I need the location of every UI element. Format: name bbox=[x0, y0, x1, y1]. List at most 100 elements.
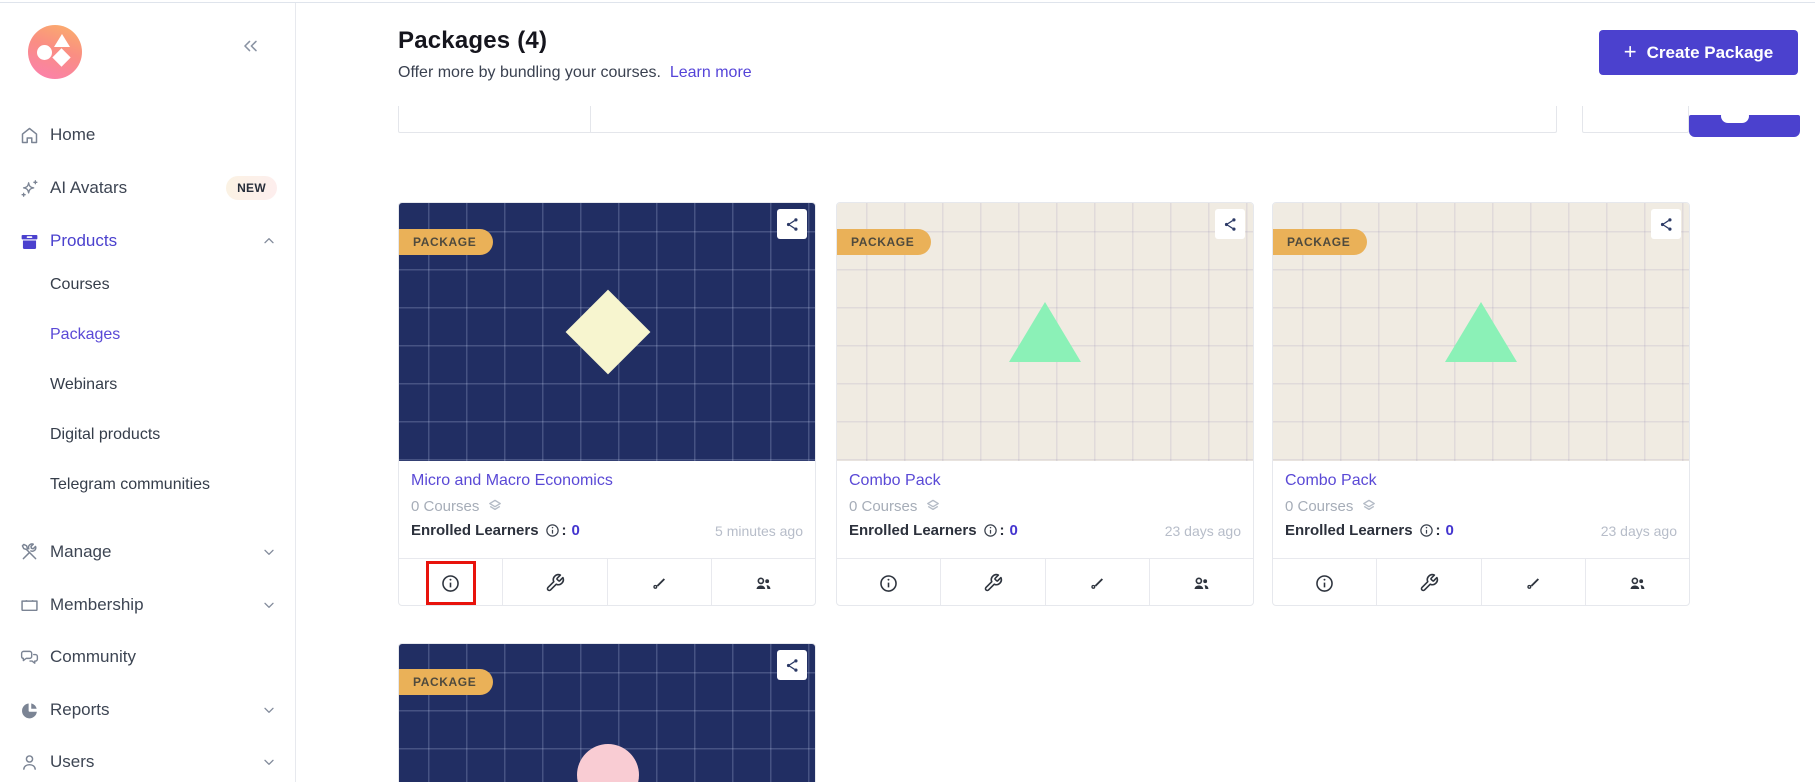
green-triangle-shape bbox=[1009, 302, 1081, 362]
package-thumbnail[interactable]: PACKAGE bbox=[399, 644, 815, 782]
chevron-down-icon bbox=[261, 754, 277, 770]
toolbar-button-notch bbox=[1721, 109, 1749, 123]
info-action-button[interactable] bbox=[1273, 559, 1378, 605]
layers-icon bbox=[1360, 497, 1378, 515]
courses-count: 0 Courses bbox=[1285, 497, 1354, 515]
card-info: Combo Pack 0 Courses Enrolled Learners :… bbox=[837, 461, 1253, 558]
sidebar-subitem-telegram-communities[interactable]: Telegram communities bbox=[0, 463, 295, 507]
edit-action-button[interactable] bbox=[1482, 559, 1586, 605]
membership-card-icon bbox=[18, 594, 40, 616]
configure-action-button[interactable] bbox=[503, 559, 608, 605]
toolbar-partial-search-filter[interactable] bbox=[398, 106, 1557, 133]
timestamp: 5 minutes ago bbox=[715, 522, 803, 539]
learners-action-button[interactable] bbox=[1586, 559, 1689, 605]
yellow-diamond-shape bbox=[565, 289, 651, 375]
configure-action-button[interactable] bbox=[941, 559, 1046, 605]
tools-icon bbox=[18, 541, 40, 563]
sidebar-item-label: Community bbox=[50, 647, 136, 666]
package-card: PACKAGE Combo Pack 0 Courses Enrolled Le… bbox=[836, 202, 1254, 606]
info-action-button[interactable] bbox=[399, 559, 504, 605]
learners-action-button[interactable] bbox=[712, 559, 815, 605]
new-badge: NEW bbox=[226, 176, 277, 200]
package-thumbnail[interactable]: PACKAGE bbox=[399, 203, 815, 461]
share-button[interactable] bbox=[1651, 209, 1681, 239]
package-title-link[interactable]: Combo Pack bbox=[849, 472, 941, 489]
info-action-button[interactable] bbox=[837, 559, 942, 605]
colon: : bbox=[561, 522, 567, 539]
sidebar-item-community[interactable]: Community bbox=[0, 635, 295, 679]
sidebar-item-label: Home bbox=[50, 125, 96, 144]
sidebar-subitem-label: Packages bbox=[50, 326, 121, 343]
card-actions bbox=[1273, 558, 1689, 605]
courses-row: 0 Courses bbox=[849, 497, 1241, 515]
package-card: PACKAGE Micro and Macro Economics 0 Cour… bbox=[398, 202, 816, 606]
sidebar-collapse-icon[interactable] bbox=[237, 33, 263, 59]
subtitle-text: Offer more by bundling your courses. bbox=[398, 64, 661, 81]
sidebar-subitem-digital-products[interactable]: Digital products bbox=[0, 413, 295, 457]
share-button[interactable] bbox=[777, 209, 807, 239]
sidebar-item-membership[interactable]: Membership bbox=[0, 583, 295, 627]
package-badge: PACKAGE bbox=[837, 229, 932, 255]
sidebar-item-products[interactable]: Products bbox=[0, 219, 295, 263]
sidebar-subitem-label: Webinars bbox=[50, 376, 118, 393]
sidebar: Home AI Avatars NEW Products Courses Pac… bbox=[0, 3, 296, 782]
page-title: Packages (4) bbox=[398, 27, 548, 54]
chevron-down-icon bbox=[261, 597, 277, 613]
sidebar-item-label: Users bbox=[50, 752, 95, 771]
package-badge: PACKAGE bbox=[399, 229, 494, 255]
page-subtitle: Offer more by bundling your courses. Lea… bbox=[398, 64, 752, 82]
sidebar-item-users[interactable]: Users bbox=[0, 740, 295, 782]
toolbar-divider bbox=[590, 106, 591, 132]
sparkles-icon bbox=[18, 177, 40, 199]
create-package-button[interactable]: + Create Package bbox=[1599, 30, 1798, 75]
sidebar-subitem-label: Courses bbox=[50, 276, 110, 293]
share-button[interactable] bbox=[1215, 209, 1245, 239]
sidebar-subitem-webinars[interactable]: Webinars bbox=[0, 363, 295, 407]
package-title-link[interactable]: Micro and Macro Economics bbox=[411, 472, 613, 489]
edit-action-button[interactable] bbox=[608, 559, 712, 605]
sidebar-subitem-packages[interactable]: Packages bbox=[0, 313, 295, 357]
main-content: Packages (4) Offer more by bundling your… bbox=[297, 3, 1815, 782]
configure-action-button[interactable] bbox=[1377, 559, 1482, 605]
colon: : bbox=[1435, 522, 1441, 539]
info-circle-icon[interactable] bbox=[983, 523, 998, 538]
brand-logo[interactable] bbox=[28, 25, 82, 79]
package-card: PACKAGE Combo Pack 0 Courses Enrolled Le… bbox=[1272, 202, 1690, 606]
toolbar-partial-view-box[interactable] bbox=[1582, 106, 1689, 133]
sidebar-item-label: Membership bbox=[50, 595, 144, 614]
sidebar-subitem-courses[interactable]: Courses bbox=[0, 263, 295, 307]
enrolled-label: Enrolled Learners bbox=[849, 522, 977, 539]
layers-icon bbox=[486, 497, 504, 515]
enrolled-label: Enrolled Learners bbox=[1285, 522, 1413, 539]
sidebar-item-manage[interactable]: Manage bbox=[0, 530, 295, 574]
card-info: Combo Pack 0 Courses Enrolled Learners :… bbox=[1273, 461, 1689, 558]
package-thumbnail[interactable]: PACKAGE bbox=[1273, 203, 1689, 461]
enrolled-row: Enrolled Learners : 0 23 days ago bbox=[1285, 522, 1677, 539]
sidebar-item-ai-avatars[interactable]: AI Avatars NEW bbox=[0, 166, 295, 210]
sidebar-item-reports[interactable]: Reports bbox=[0, 688, 295, 732]
edit-action-button[interactable] bbox=[1046, 559, 1150, 605]
info-circle-icon[interactable] bbox=[545, 523, 560, 538]
sidebar-item-label: AI Avatars bbox=[50, 178, 128, 197]
enrolled-count: 0 bbox=[571, 522, 580, 539]
sidebar-item-home[interactable]: Home bbox=[0, 113, 295, 157]
pink-circle-shape bbox=[577, 744, 639, 782]
card-actions bbox=[399, 558, 815, 605]
learn-more-link[interactable]: Learn more bbox=[669, 64, 752, 81]
toolbar-partial-blue-button[interactable] bbox=[1689, 109, 1800, 137]
package-title-link[interactable]: Combo Pack bbox=[1285, 472, 1377, 489]
courses-count: 0 Courses bbox=[411, 497, 480, 515]
card-info: Micro and Macro Economics 0 Courses Enro… bbox=[399, 461, 815, 558]
share-button[interactable] bbox=[777, 650, 807, 680]
layers-icon bbox=[924, 497, 942, 515]
sidebar-item-label: Reports bbox=[50, 700, 110, 719]
colon: : bbox=[999, 522, 1005, 539]
product-box-icon bbox=[18, 230, 40, 252]
enrolled-count: 0 bbox=[1445, 522, 1454, 539]
package-thumbnail[interactable]: PACKAGE bbox=[837, 203, 1253, 461]
info-circle-icon[interactable] bbox=[1419, 523, 1434, 538]
create-package-label: Create Package bbox=[1646, 42, 1774, 62]
learners-action-button[interactable] bbox=[1150, 559, 1253, 605]
courses-row: 0 Courses bbox=[1285, 497, 1677, 515]
enrolled-count: 0 bbox=[1009, 522, 1018, 539]
